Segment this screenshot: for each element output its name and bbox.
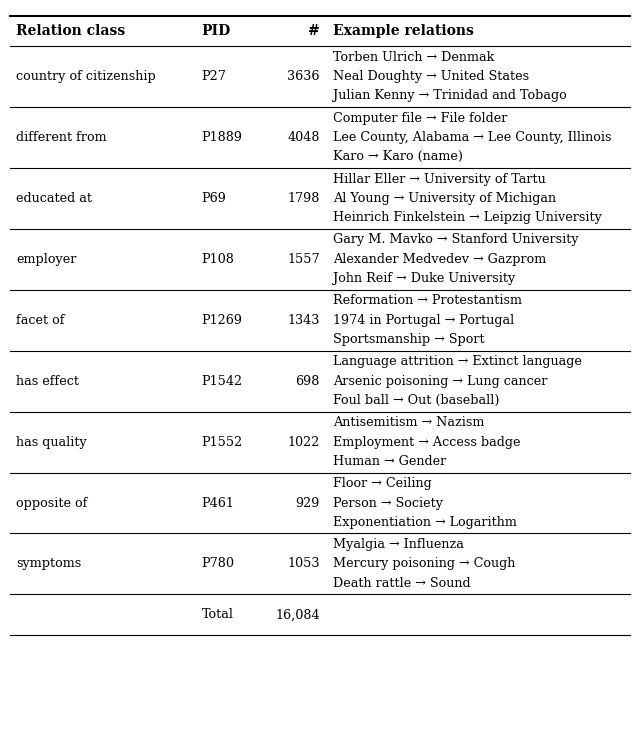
Text: Gary M. Mavko → Stanford University: Gary M. Mavko → Stanford University: [333, 233, 579, 247]
Text: Lee County, Alabama → Lee County, Illinois: Lee County, Alabama → Lee County, Illino…: [333, 131, 611, 144]
Text: Al Young → University of Michigan: Al Young → University of Michigan: [333, 192, 556, 205]
Text: Exponentiation → Logarithm: Exponentiation → Logarithm: [333, 516, 516, 529]
Text: Sportsmanship → Sport: Sportsmanship → Sport: [333, 333, 484, 346]
Text: P461: P461: [202, 496, 234, 510]
Text: 698: 698: [296, 374, 320, 388]
Text: Julian Kenny → Trinidad and Tobago: Julian Kenny → Trinidad and Tobago: [333, 89, 566, 103]
Text: 929: 929: [296, 496, 320, 510]
Text: Karo → Karo (name): Karo → Karo (name): [333, 150, 463, 163]
Text: Computer file → File folder: Computer file → File folder: [333, 111, 507, 125]
Text: Torben Ulrich → Denmak: Torben Ulrich → Denmak: [333, 51, 494, 64]
Text: Alexander Medvedev → Gazprom: Alexander Medvedev → Gazprom: [333, 253, 546, 266]
Text: symptoms: symptoms: [16, 557, 81, 571]
Text: country of citizenship: country of citizenship: [16, 70, 156, 83]
Text: PID: PID: [202, 25, 231, 38]
Text: P1552: P1552: [202, 435, 243, 449]
Text: P1889: P1889: [202, 131, 243, 144]
Text: P1269: P1269: [202, 314, 243, 327]
Text: 16,084: 16,084: [275, 609, 320, 621]
Text: 4048: 4048: [287, 131, 320, 144]
Text: educated at: educated at: [16, 192, 92, 205]
Text: P780: P780: [202, 557, 235, 571]
Text: Arsenic poisoning → Lung cancer: Arsenic poisoning → Lung cancer: [333, 374, 547, 388]
Text: P69: P69: [202, 192, 227, 205]
Text: 3636: 3636: [287, 70, 320, 83]
Text: Example relations: Example relations: [333, 25, 474, 38]
Text: Antisemitism → Nazism: Antisemitism → Nazism: [333, 416, 484, 429]
Text: P27: P27: [202, 70, 227, 83]
Text: 1557: 1557: [287, 253, 320, 266]
Text: Language attrition → Extinct language: Language attrition → Extinct language: [333, 355, 582, 369]
Text: P1542: P1542: [202, 374, 243, 388]
Text: Total: Total: [202, 609, 234, 621]
Text: Floor → Ceiling: Floor → Ceiling: [333, 477, 431, 490]
Text: facet of: facet of: [16, 314, 65, 327]
Text: Foul ball → Out (baseball): Foul ball → Out (baseball): [333, 394, 499, 407]
Text: Reformation → Protestantism: Reformation → Protestantism: [333, 294, 522, 308]
Text: 1053: 1053: [287, 557, 320, 571]
Text: opposite of: opposite of: [16, 496, 88, 510]
Text: Hillar Eller → University of Tartu: Hillar Eller → University of Tartu: [333, 172, 545, 186]
Text: 1022: 1022: [287, 435, 320, 449]
Text: Myalgia → Influenza: Myalgia → Influenza: [333, 538, 463, 551]
Text: Death rattle → Sound: Death rattle → Sound: [333, 577, 470, 590]
Text: Person → Society: Person → Society: [333, 496, 443, 510]
Text: 1974 in Portugal → Portugal: 1974 in Portugal → Portugal: [333, 314, 514, 327]
Text: #: #: [308, 25, 320, 38]
Text: 1343: 1343: [287, 314, 320, 327]
Text: John Reif → Duke University: John Reif → Duke University: [333, 272, 515, 285]
Text: employer: employer: [16, 253, 76, 266]
Text: Neal Doughty → United States: Neal Doughty → United States: [333, 70, 529, 83]
Text: has quality: has quality: [16, 435, 87, 449]
Text: Relation class: Relation class: [16, 25, 125, 38]
Text: Employment → Access badge: Employment → Access badge: [333, 435, 520, 449]
Text: different from: different from: [16, 131, 107, 144]
Text: has effect: has effect: [16, 374, 79, 388]
Text: Mercury poisoning → Cough: Mercury poisoning → Cough: [333, 557, 515, 571]
Text: P108: P108: [202, 253, 234, 266]
Text: Heinrich Finkelstein → Leipzig University: Heinrich Finkelstein → Leipzig Universit…: [333, 211, 602, 224]
Text: Human → Gender: Human → Gender: [333, 455, 446, 468]
Text: 1798: 1798: [287, 192, 320, 205]
